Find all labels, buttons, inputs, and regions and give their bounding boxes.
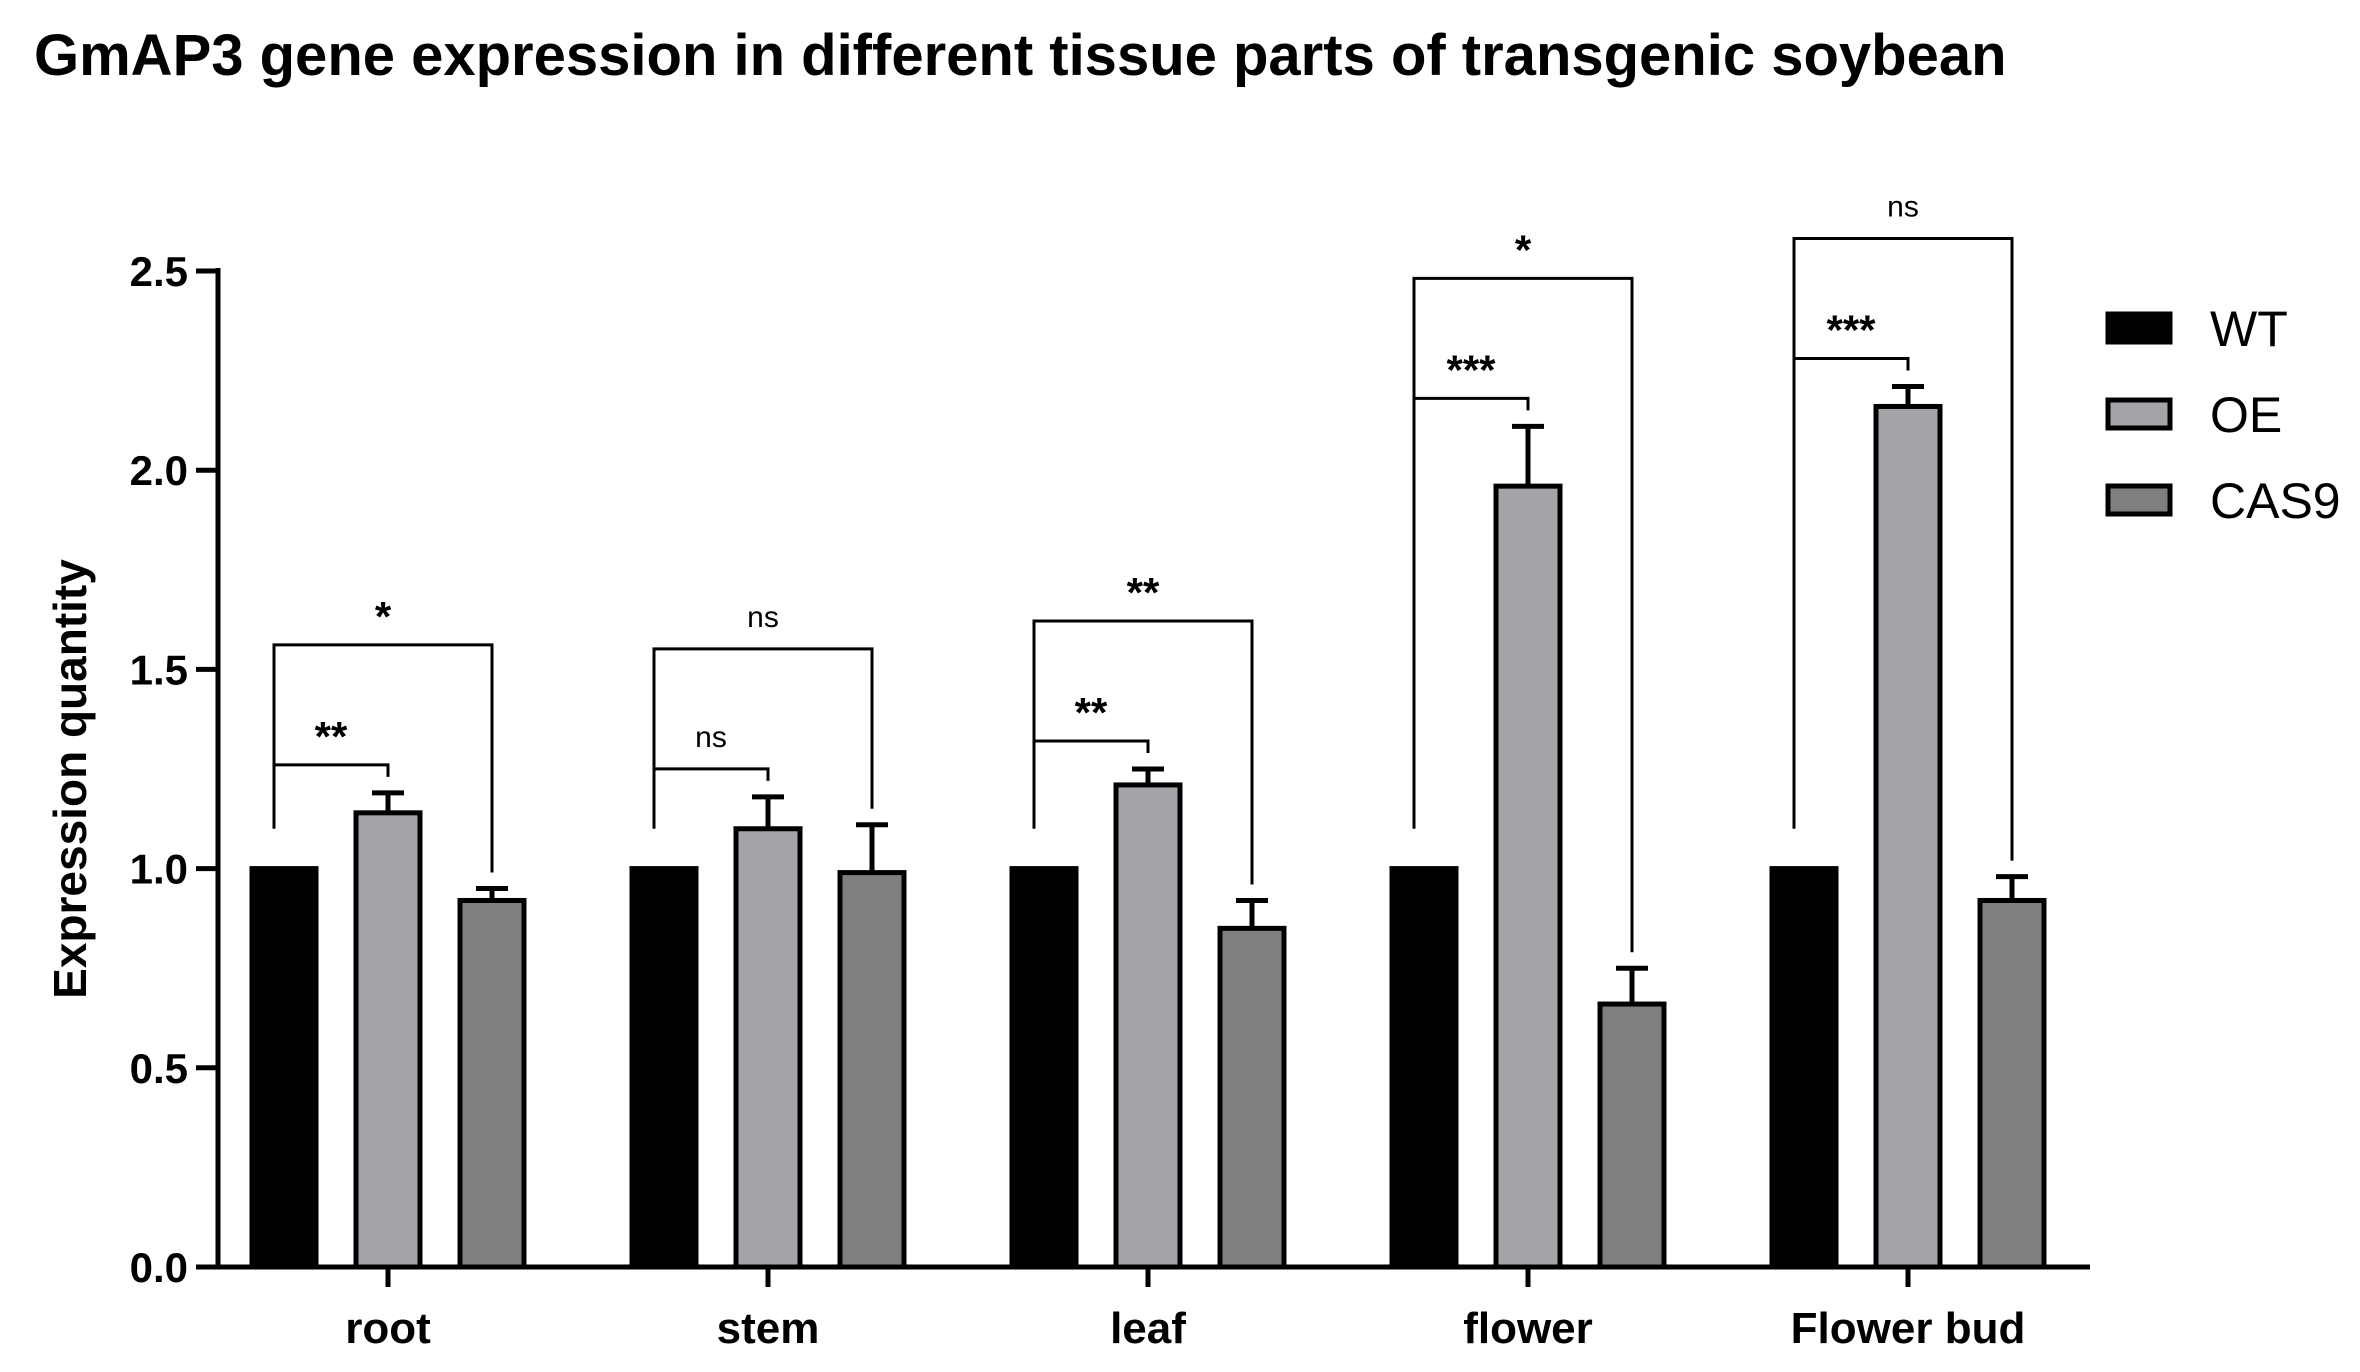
bars [249,384,2047,1270]
x-tick-label: Flower bud [1791,1304,2026,1353]
legend-label-wt: WT [2210,301,2288,357]
significance-label: *** [1446,346,1496,393]
bar-wt-1 [629,866,699,1270]
significance-bracket: ns [652,721,770,829]
significance-label: ns [1887,191,1919,224]
bar-cas9-4 [1977,897,2047,1270]
significance-label: ** [1075,689,1108,736]
significance-label: ** [315,713,348,760]
x-tick-label: stem [717,1304,820,1353]
bar-oe-2 [1113,782,1183,1270]
bar-wt-3 [1389,866,1459,1270]
bracket-line [272,643,494,873]
legend-label-oe: OE [2210,387,2282,443]
bar-oe-0 [353,810,423,1270]
y-tick-label: 2.0 [130,447,188,494]
bar-wt-0 [249,866,319,1270]
legend-swatch-wt [2105,311,2173,345]
axes: 0.0 0.5 1.0 1.5 2.0 2.5 Expression quantity roo… [44,248,2090,1353]
bar-cas9-3 [1597,1001,1667,1270]
significance-bracket: ns [1792,191,2014,861]
y-tick-label: 1.5 [130,646,188,693]
bracket-line [652,767,770,829]
significance-bracket: * [272,593,494,873]
bar-oe-3 [1493,483,1563,1270]
x-tick-label: flower [1463,1304,1593,1353]
significance-bracket: ns [652,601,874,829]
significance-label: *** [1826,307,1876,354]
significance-label: * [1515,226,1532,273]
x-tick-label: leaf [1110,1304,1186,1353]
legend: WT OE CAS9 [2105,301,2341,529]
y-tick-label: 0.5 [130,1045,188,1092]
bracket-line [1792,237,2014,861]
significance-label: ns [695,721,727,754]
legend-swatch-oe [2105,397,2173,431]
significance-label: ** [1127,569,1160,616]
y-tick-label: 0.0 [130,1244,188,1291]
bar-cas9-0 [457,897,527,1270]
significance-label: ns [747,601,779,634]
bracket-line [1032,619,1254,885]
significance-bracket: * [1412,226,1634,953]
bracket-line [652,647,874,829]
bar-oe-4 [1873,403,1943,1270]
bar-wt-4 [1769,866,1839,1270]
bracket-line [1412,276,1634,953]
significance-label: * [375,593,392,640]
bar-cas9-1 [837,870,907,1270]
bar-wt-2 [1009,866,1079,1270]
bar-oe-1 [733,826,803,1270]
x-tick-label: root [345,1304,431,1353]
y-axis-title: Expression quantity [44,559,96,999]
y-tick-label: 1.0 [130,846,188,893]
significance-bracket: ** [1032,569,1254,885]
y-tick-label: 2.5 [130,248,188,295]
legend-swatch-cas9 [2105,483,2173,517]
bar-cas9-2 [1217,925,1287,1270]
chart-title: GmAP3 gene expression in different tissu… [34,23,2007,88]
legend-label-cas9: CAS9 [2210,473,2341,529]
